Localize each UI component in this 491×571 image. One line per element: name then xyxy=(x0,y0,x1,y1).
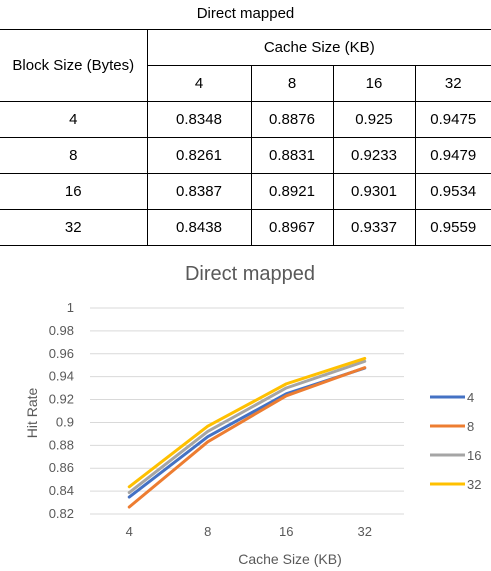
x-tick-labels: 4 8 16 32 xyxy=(126,524,372,539)
y-axis-title: Hit Rate xyxy=(24,388,40,439)
series-line-16 xyxy=(127,359,367,495)
column-header-cell: 16 xyxy=(332,65,416,102)
chart-title: Direct mapped xyxy=(185,263,315,285)
y-tick-label: 0.86 xyxy=(49,460,74,475)
legend-label: 32 xyxy=(467,477,481,492)
y-tick-label: 0.82 xyxy=(49,506,74,521)
row-header-cell: Block Size (Bytes) xyxy=(0,29,148,102)
y-tick-label: 0.92 xyxy=(49,392,74,407)
table-cell: 0.9559 xyxy=(414,209,491,246)
series-lines xyxy=(127,356,367,509)
x-tick-label: 4 xyxy=(126,524,133,539)
x-tick-label: 8 xyxy=(204,524,211,539)
table-cell: 0.8438 xyxy=(146,209,252,246)
chart-svg: Direct mapped 0.82 0.84 0.86 0.88 0.9 0.92 0.9… xyxy=(24,263,481,567)
row-label-cell: 32 xyxy=(0,209,148,246)
legend-label: 16 xyxy=(467,448,481,463)
hit-rate-table: Block Size (Bytes) Cache Size (KB) 4 8 1… xyxy=(0,29,491,246)
x-tick-label: 16 xyxy=(279,524,293,539)
line-chart: Direct mapped 0.82 0.84 0.86 0.88 0.9 0.92 0.9… xyxy=(0,250,491,571)
table-cell: 0.8967 xyxy=(250,209,334,246)
y-tick-label: 1 xyxy=(67,300,74,315)
column-header-cell: 4 xyxy=(146,65,252,102)
y-tick-label: 0.84 xyxy=(49,483,74,498)
gridlines xyxy=(90,307,404,515)
series-line-8 xyxy=(127,366,367,509)
table-cell: 0.9475 xyxy=(414,101,491,138)
row-label-cell: 4 xyxy=(0,101,148,138)
column-group-header-cell: Cache Size (KB) xyxy=(146,29,491,66)
table-cell: 0.925 xyxy=(332,101,416,138)
table-cell: 0.9233 xyxy=(332,137,416,174)
table-row: 16 0.8387 0.8921 0.9301 0.9534 xyxy=(0,173,491,210)
table-cell: 0.9479 xyxy=(414,137,491,174)
x-axis-title: Cache Size (KB) xyxy=(238,551,341,567)
table-row: 8 0.8261 0.8831 0.9233 0.9479 xyxy=(0,137,491,174)
y-tick-label: 0.96 xyxy=(49,346,74,361)
x-tick-label: 32 xyxy=(358,524,372,539)
table-row: 4 0.8348 0.8876 0.925 0.9475 xyxy=(0,101,491,138)
column-header-cell: 8 xyxy=(250,65,334,102)
y-tick-label: 0.94 xyxy=(49,369,74,384)
table-title: Direct mapped xyxy=(196,5,295,22)
table-cell: 0.8387 xyxy=(146,173,252,210)
table-cell: 0.8921 xyxy=(250,173,334,210)
table-cell: 0.8876 xyxy=(250,101,334,138)
legend-label: 8 xyxy=(467,419,474,434)
row-label-cell: 8 xyxy=(0,137,148,174)
table-cell: 0.8348 xyxy=(146,101,252,138)
table-row: 32 0.8438 0.8967 0.9337 0.9559 xyxy=(0,209,491,246)
table-cell: 0.8261 xyxy=(146,137,252,174)
series-line-32 xyxy=(127,356,367,489)
y-tick-label: 0.88 xyxy=(49,437,74,452)
table-cell: 0.9301 xyxy=(332,173,416,210)
legend-label: 4 xyxy=(467,390,474,405)
y-tick-labels: 0.82 0.84 0.86 0.88 0.9 0.92 0.94 0.96 0.98 1 xyxy=(49,300,74,521)
table-cell: 0.9534 xyxy=(414,173,491,210)
y-tick-label: 0.9 xyxy=(56,414,74,429)
legend: 4 8 16 32 xyxy=(430,390,481,492)
table-cell: 0.8831 xyxy=(250,137,334,174)
table-cell: 0.9337 xyxy=(332,209,416,246)
y-tick-label: 0.98 xyxy=(49,323,74,338)
row-label-cell: 16 xyxy=(0,173,148,210)
column-header-cell: 32 xyxy=(414,65,491,102)
